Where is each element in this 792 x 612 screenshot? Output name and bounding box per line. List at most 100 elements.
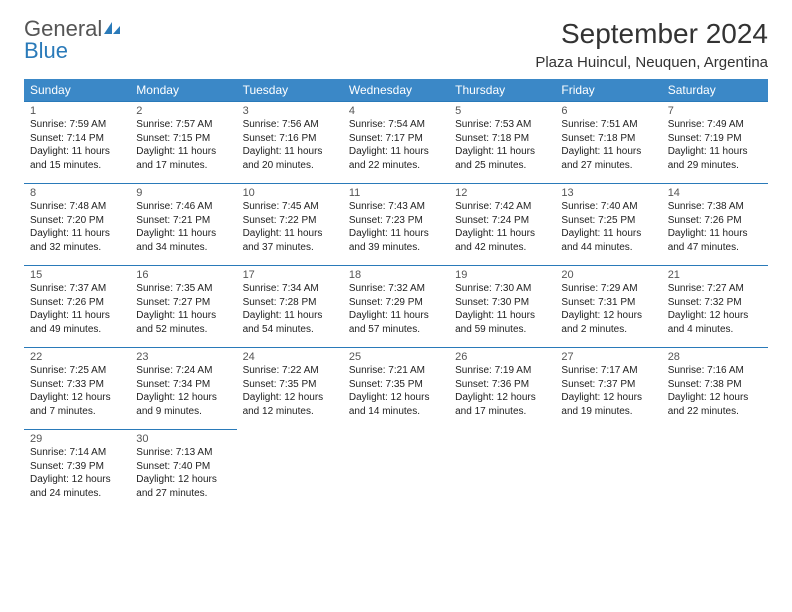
day-sunset: Sunset: 7:26 PM (30, 296, 124, 310)
day-sunset: Sunset: 7:32 PM (668, 296, 762, 310)
calendar-head: SundayMondayTuesdayWednesdayThursdayFrid… (24, 79, 768, 102)
day-sunrise: Sunrise: 7:16 AM (668, 364, 762, 378)
day-number: 2 (136, 105, 230, 117)
day-d1: Daylight: 12 hours (243, 391, 337, 405)
calendar-body: 1Sunrise: 7:59 AMSunset: 7:14 PM Daylight… (24, 102, 768, 512)
day-sunset: Sunset: 7:14 PM (30, 132, 124, 146)
day-d1: Daylight: 11 hours (243, 309, 337, 323)
day-sunrise: Sunrise: 7:27 AM (668, 282, 762, 296)
day-d2: and 20 minutes. (243, 159, 337, 173)
day-cell-30: 30Sunrise: 7:13 AMSunset: 7:40 PMDayligh… (130, 430, 236, 512)
day-cell-22: 22Sunrise: 7:25 AMSunset: 7:33 PMDayligh… (24, 348, 130, 430)
day-d1: Daylight: 11 hours (30, 227, 124, 241)
day-number: 3 (243, 105, 337, 117)
day-d1: Daylight: 12 hours (561, 391, 655, 405)
day-sunset: Sunset: 7:36 PM (455, 378, 549, 392)
brand-name-2: Blue (24, 38, 68, 63)
day-d2: and 27 minutes. (561, 159, 655, 173)
day-number: 29 (30, 433, 124, 445)
empty-cell (662, 430, 768, 512)
day-sunrise: Sunrise: 7:19 AM (455, 364, 549, 378)
day-cell-9: 9Sunrise: 7:46 AMSunset: 7:21 PMDaylight… (130, 184, 236, 266)
day-d2: and 37 minutes. (243, 241, 337, 255)
day-d2: and 17 minutes. (455, 405, 549, 419)
day-sunset: Sunset: 7:23 PM (349, 214, 443, 228)
day-d1: Daylight: 11 hours (136, 309, 230, 323)
page-header: GeneralBlue September 2024 Plaza Huincul… (24, 18, 768, 71)
day-cell-7: 7Sunrise: 7:49 AMSunset: 7:19 PMDaylight… (662, 102, 768, 184)
day-number: 21 (668, 269, 762, 281)
day-cell-27: 27Sunrise: 7:17 AMSunset: 7:37 PMDayligh… (555, 348, 661, 430)
day-sunset: Sunset: 7:22 PM (243, 214, 337, 228)
day-cell-13: 13Sunrise: 7:40 AMSunset: 7:25 PMDayligh… (555, 184, 661, 266)
day-cell-16: 16Sunrise: 7:35 AMSunset: 7:27 PMDayligh… (130, 266, 236, 348)
day-cell-28: 28Sunrise: 7:16 AMSunset: 7:38 PMDayligh… (662, 348, 768, 430)
day-cell-11: 11Sunrise: 7:43 AMSunset: 7:23 PMDayligh… (343, 184, 449, 266)
day-cell-21: 21Sunrise: 7:27 AMSunset: 7:32 PMDayligh… (662, 266, 768, 348)
header-right: September 2024 Plaza Huincul, Neuquen, A… (535, 18, 768, 71)
day-sunrise: Sunrise: 7:59 AM (30, 118, 124, 132)
day-number: 20 (561, 269, 655, 281)
day-d2: and 42 minutes. (455, 241, 549, 255)
day-d2: and 29 minutes. (668, 159, 762, 173)
day-number: 15 (30, 269, 124, 281)
day-number: 4 (349, 105, 443, 117)
day-cell-23: 23Sunrise: 7:24 AMSunset: 7:34 PMDayligh… (130, 348, 236, 430)
day-cell-29: 29Sunrise: 7:14 AMSunset: 7:39 PMDayligh… (24, 430, 130, 512)
day-number: 1 (30, 105, 124, 117)
calendar-page: GeneralBlue September 2024 Plaza Huincul… (0, 0, 792, 530)
day-d2: and 39 minutes. (349, 241, 443, 255)
day-sunset: Sunset: 7:35 PM (243, 378, 337, 392)
day-number: 30 (136, 433, 230, 445)
calendar-week-row: 29Sunrise: 7:14 AMSunset: 7:39 PMDayligh… (24, 430, 768, 512)
day-sunrise: Sunrise: 7:13 AM (136, 446, 230, 460)
day-cell-8: 8Sunrise: 7:48 AMSunset: 7:20 PMDaylight… (24, 184, 130, 266)
day-sunrise: Sunrise: 7:53 AM (455, 118, 549, 132)
day-sunset: Sunset: 7:24 PM (455, 214, 549, 228)
day-sunrise: Sunrise: 7:56 AM (243, 118, 337, 132)
day-sunrise: Sunrise: 7:46 AM (136, 200, 230, 214)
day-d1: Daylight: 11 hours (561, 227, 655, 241)
day-d2: and 14 minutes. (349, 405, 443, 419)
day-cell-17: 17Sunrise: 7:34 AMSunset: 7:28 PMDayligh… (237, 266, 343, 348)
day-d2: and 54 minutes. (243, 323, 337, 337)
day-sunset: Sunset: 7:28 PM (243, 296, 337, 310)
day-d1: Daylight: 11 hours (668, 227, 762, 241)
day-d1: Daylight: 12 hours (349, 391, 443, 405)
dow-thursday: Thursday (449, 79, 555, 102)
day-sunset: Sunset: 7:16 PM (243, 132, 337, 146)
day-cell-19: 19Sunrise: 7:30 AMSunset: 7:30 PMDayligh… (449, 266, 555, 348)
day-of-week-row: SundayMondayTuesdayWednesdayThursdayFrid… (24, 79, 768, 102)
day-sunrise: Sunrise: 7:37 AM (30, 282, 124, 296)
day-cell-4: 4Sunrise: 7:54 AMSunset: 7:17 PMDaylight… (343, 102, 449, 184)
day-d1: Daylight: 11 hours (349, 227, 443, 241)
day-number: 22 (30, 351, 124, 363)
day-d2: and 7 minutes. (30, 405, 124, 419)
day-d2: and 24 minutes. (30, 487, 124, 501)
day-d2: and 57 minutes. (349, 323, 443, 337)
day-cell-2: 2Sunrise: 7:57 AMSunset: 7:15 PMDaylight… (130, 102, 236, 184)
day-cell-10: 10Sunrise: 7:45 AMSunset: 7:22 PMDayligh… (237, 184, 343, 266)
day-d2: and 22 minutes. (349, 159, 443, 173)
day-sunset: Sunset: 7:17 PM (349, 132, 443, 146)
day-number: 8 (30, 187, 124, 199)
day-number: 19 (455, 269, 549, 281)
day-d1: Daylight: 12 hours (668, 309, 762, 323)
day-d1: Daylight: 11 hours (30, 309, 124, 323)
day-sunset: Sunset: 7:40 PM (136, 460, 230, 474)
day-d2: and 22 minutes. (668, 405, 762, 419)
day-d2: and 32 minutes. (30, 241, 124, 255)
dow-monday: Monday (130, 79, 236, 102)
day-d2: and 2 minutes. (561, 323, 655, 337)
day-d1: Daylight: 11 hours (349, 309, 443, 323)
day-cell-5: 5Sunrise: 7:53 AMSunset: 7:18 PMDaylight… (449, 102, 555, 184)
day-sunset: Sunset: 7:21 PM (136, 214, 230, 228)
day-number: 17 (243, 269, 337, 281)
empty-cell (449, 430, 555, 512)
day-number: 9 (136, 187, 230, 199)
day-sunrise: Sunrise: 7:25 AM (30, 364, 124, 378)
dow-wednesday: Wednesday (343, 79, 449, 102)
day-sunset: Sunset: 7:37 PM (561, 378, 655, 392)
day-d2: and 12 minutes. (243, 405, 337, 419)
day-number: 6 (561, 105, 655, 117)
